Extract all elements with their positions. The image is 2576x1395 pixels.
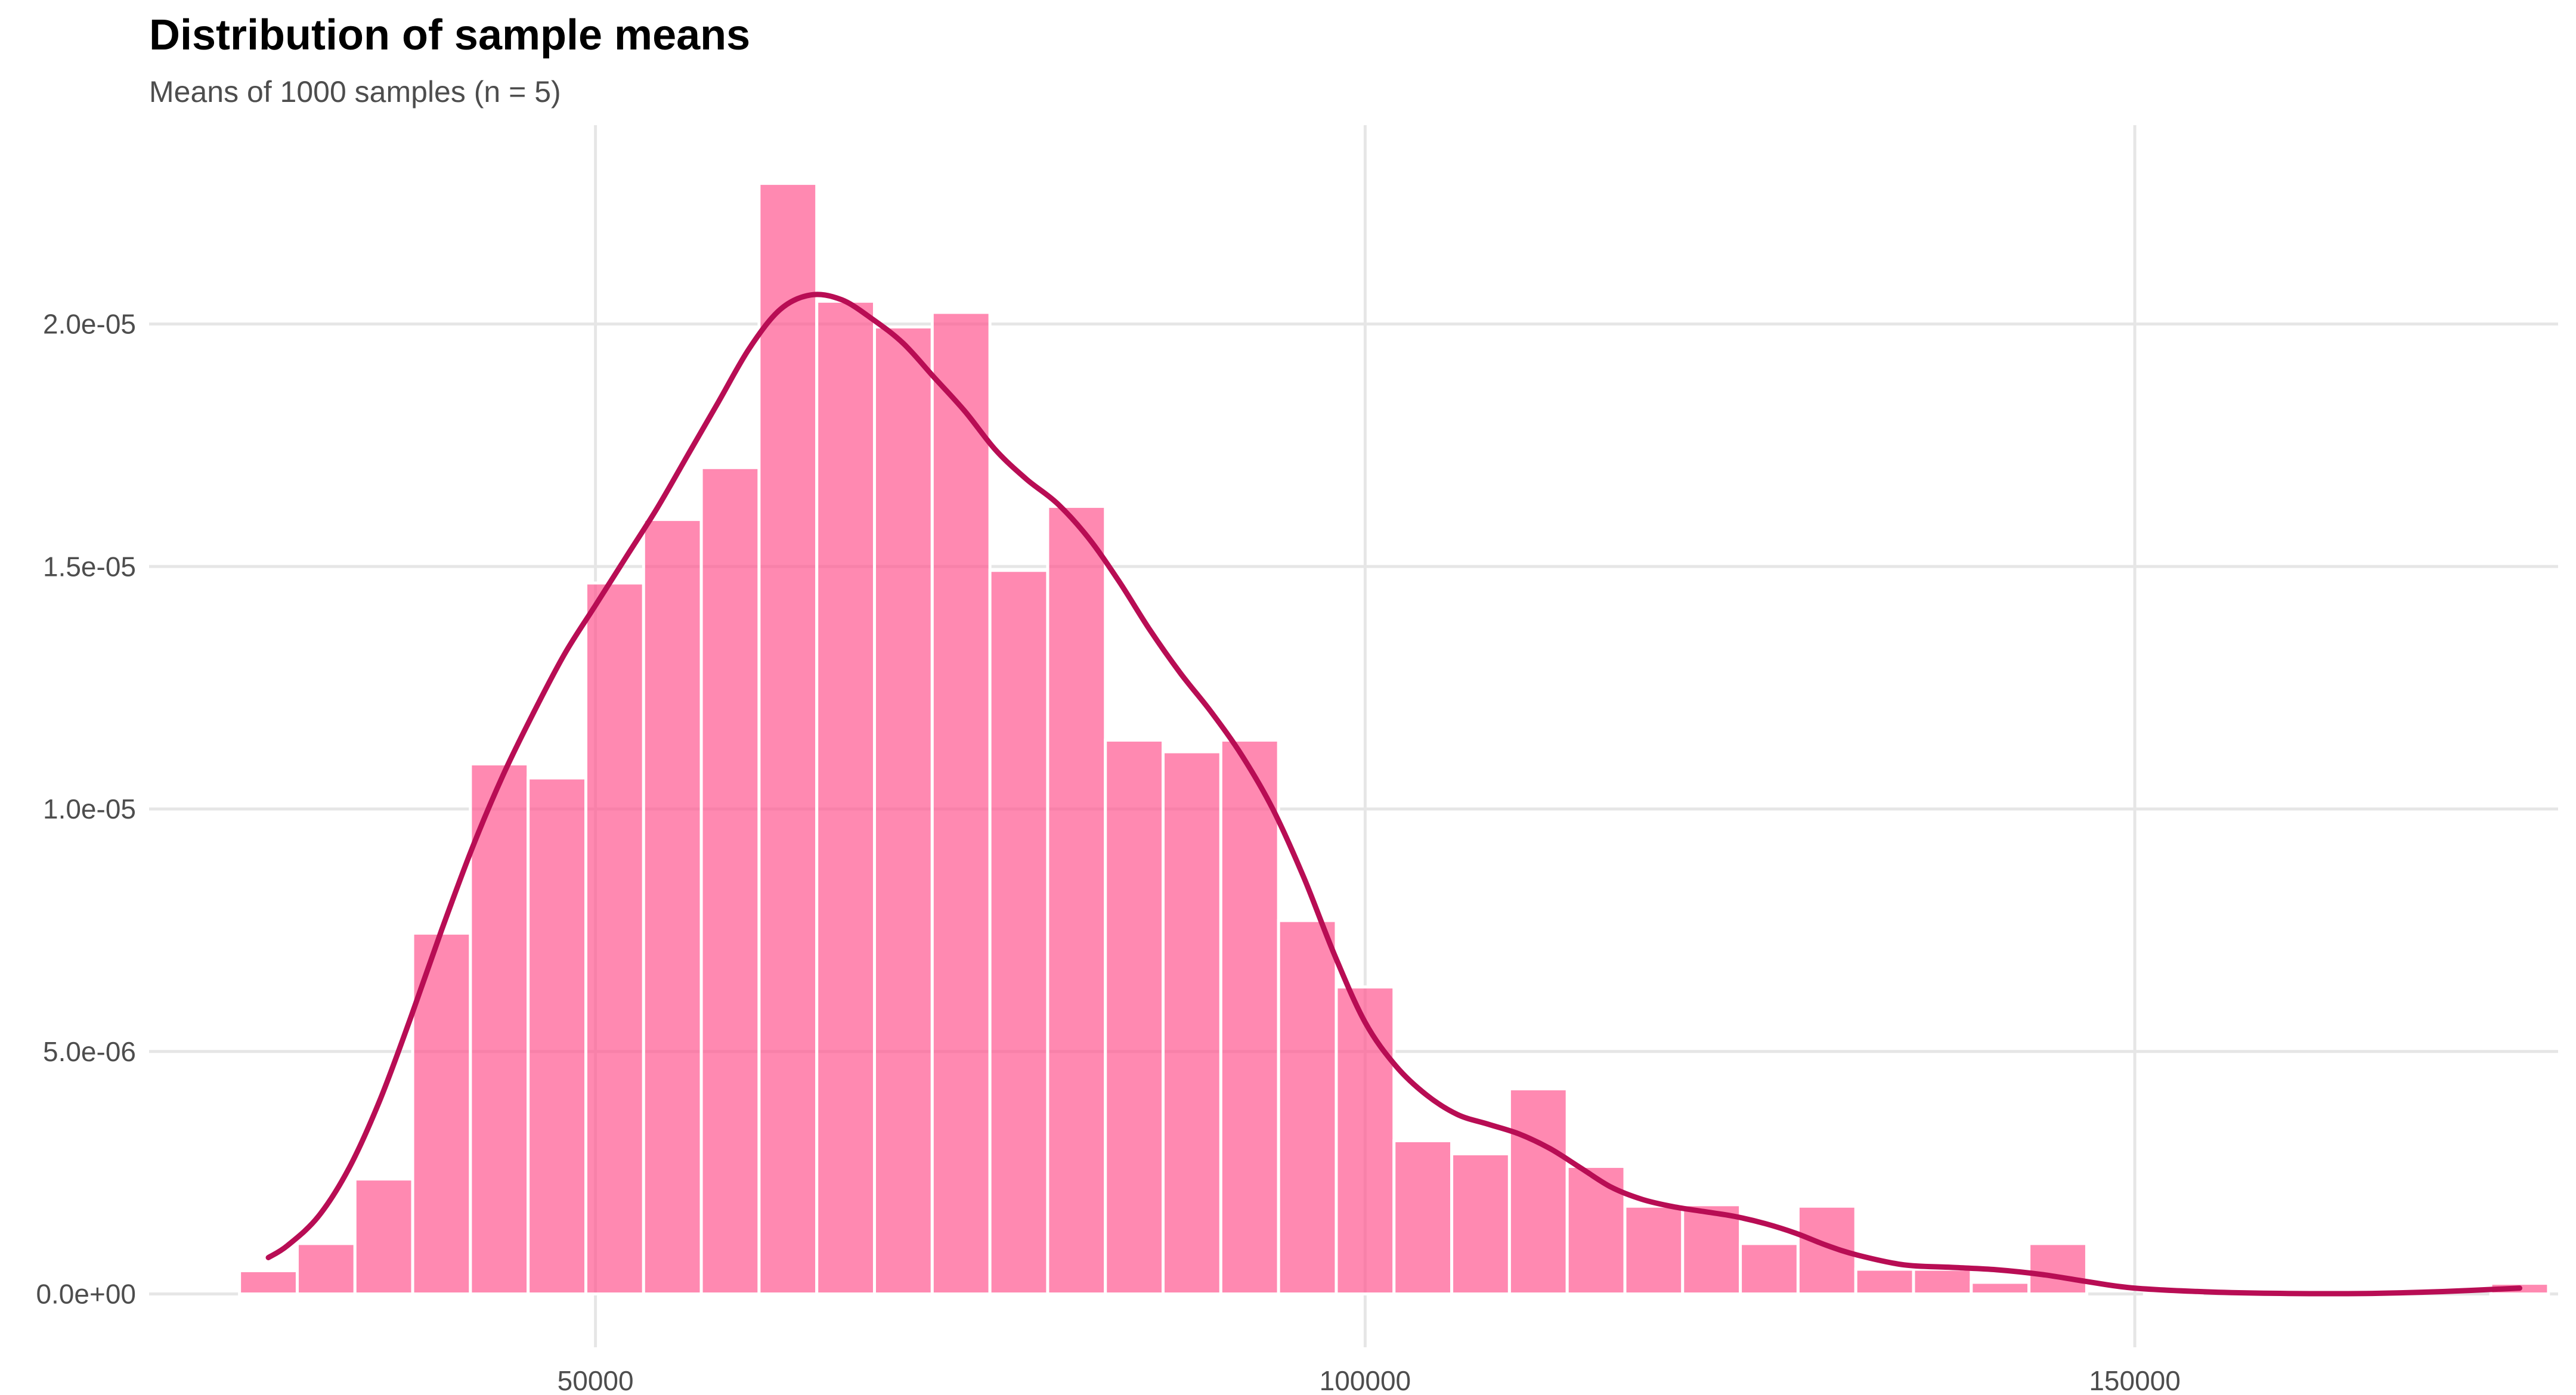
histogram-bar — [1162, 750, 1222, 1296]
histogram-bar — [699, 466, 761, 1296]
histogram-bars — [238, 182, 2550, 1296]
histogram-bar — [1623, 1204, 1685, 1296]
histogram-bar — [988, 569, 1049, 1296]
x-tick-label: 150000 — [2089, 1365, 2181, 1395]
histogram-bar — [1507, 1087, 1569, 1296]
x-tick-label: 50000 — [558, 1365, 634, 1395]
chart-subtitle: Means of 1000 samples (n = 5) — [149, 75, 561, 108]
histogram-bar — [2027, 1242, 2088, 1296]
y-tick-label: 5.0e-06 — [43, 1036, 136, 1067]
histogram-bar — [757, 182, 819, 1296]
histogram-bar — [295, 1242, 357, 1296]
histogram-bar — [1104, 739, 1165, 1296]
histogram-bar — [930, 311, 992, 1296]
y-tick-label: 2.0e-05 — [43, 309, 136, 340]
histogram-bar — [1219, 739, 1280, 1296]
histogram-bar — [353, 1177, 414, 1296]
histogram-bar — [1392, 1139, 1454, 1296]
histogram-bar — [1739, 1242, 1800, 1296]
histogram-bar — [1046, 504, 1107, 1296]
axis-labels: 0.0e+00 5.0e-06 1.0e-05 1.5e-05 2.0e-05 50000… — [36, 309, 2180, 1395]
chart-title: Distribution of sample means — [149, 11, 751, 59]
histogram-bar — [1277, 919, 1338, 1296]
histogram-bar — [1912, 1267, 1973, 1296]
density-curve-layer — [265, 292, 2522, 1297]
y-tick-label: 1.0e-05 — [43, 793, 136, 824]
histogram-bar — [238, 1269, 299, 1296]
x-tick-label: 100000 — [1320, 1365, 1411, 1395]
y-tick-label: 1.5e-05 — [43, 551, 136, 582]
histogram-bar — [1970, 1281, 2031, 1296]
histogram-bar — [527, 776, 587, 1296]
histogram-bar — [642, 517, 703, 1296]
histogram-bar — [1854, 1267, 1915, 1296]
histogram-bar — [1450, 1152, 1511, 1296]
histogram-bar — [584, 581, 645, 1296]
histogram-bar — [469, 762, 530, 1296]
histogram-bar — [873, 325, 934, 1296]
histogram-bar — [1565, 1165, 1627, 1296]
histogram-bar — [1335, 985, 1396, 1296]
histogram-bar — [815, 299, 877, 1296]
y-tick-label: 0.0e+00 — [36, 1279, 136, 1310]
density-curve — [265, 292, 2522, 1297]
